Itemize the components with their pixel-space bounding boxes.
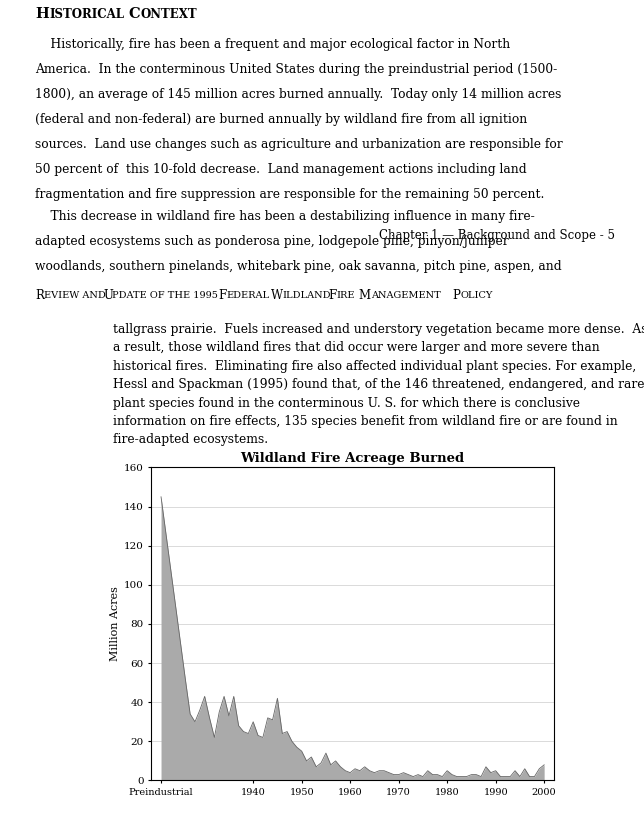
Text: woodlands, southern pinelands, whitebark pine, oak savanna, pitch pine, aspen, a: woodlands, southern pinelands, whitebark… [35,260,562,273]
Text: (federal and non-federal) are burned annually by wildland fire from all ignition: (federal and non-federal) are burned ann… [35,113,527,126]
Text: adapted ecosystems such as ponderosa pine, lodgepole pine, pinyon/juniper: adapted ecosystems such as ponderosa pin… [35,235,509,248]
Text: ILDLAND: ILDLAND [283,290,331,300]
Text: ANAGEMENT: ANAGEMENT [371,290,440,300]
Text: ISTORICAL: ISTORICAL [50,8,124,21]
Text: 50 percent of  this 10-fold decrease.  Land management actions including land: 50 percent of this 10-fold decrease. Lan… [35,163,527,176]
Text: tallgrass prairie.  Fuels increased and understory vegetation became more dense.: tallgrass prairie. Fuels increased and u… [113,323,644,336]
Text: PDATE OF THE 1995: PDATE OF THE 1995 [112,290,218,300]
Text: F: F [328,289,337,302]
Text: H: H [35,7,49,20]
Text: Hessl and Spackman (1995) found that, of the 146 threatened, endangered, and rar: Hessl and Spackman (1995) found that, of… [113,378,644,391]
Text: a result, those wildland fires that did occur were larger and more severe than: a result, those wildland fires that did … [113,341,600,354]
Text: OLICY: OLICY [460,290,493,300]
Text: EVIEW AND: EVIEW AND [44,290,106,300]
Text: R: R [35,289,44,302]
Text: U: U [103,289,113,302]
Text: This decrease in wildland fire has been a destabilizing influence in many fire-: This decrease in wildland fire has been … [35,211,535,224]
Text: EDERAL: EDERAL [227,290,270,300]
Text: 1800), an average of 145 million acres burned annually.  Today only 14 million a: 1800), an average of 145 million acres b… [35,88,562,101]
Text: fire-adapted ecosystems.: fire-adapted ecosystems. [113,433,268,446]
Text: America.  In the conterminous United States during the preindustrial period (150: America. In the conterminous United Stat… [35,63,558,76]
Text: Historically, fire has been a frequent and major ecological factor in North: Historically, fire has been a frequent a… [35,38,511,51]
Text: P: P [452,289,460,302]
Text: information on fire effects, 135 species benefit from wildland fire or are found: information on fire effects, 135 species… [113,415,618,428]
Text: ONTEXT: ONTEXT [140,8,197,21]
Text: IRE: IRE [336,290,355,300]
Y-axis label: Million Acres: Million Acres [109,586,120,662]
Text: sources.  Land use changes such as agriculture and urbanization are responsible : sources. Land use changes such as agricu… [35,137,563,150]
Text: fragmentation and fire suppression are responsible for the remaining 50 percent.: fragmentation and fire suppression are r… [35,188,545,201]
Text: F: F [218,289,227,302]
Text: historical fires.  Eliminating fire also affected individual plant species. For : historical fires. Eliminating fire also … [113,359,636,372]
Text: plant species found in the conterminous U. S. for which there is conclusive: plant species found in the conterminous … [113,397,580,410]
Text: Chapter 1 — Background and Scope - 5: Chapter 1 — Background and Scope - 5 [379,229,615,242]
Text: W: W [271,289,283,302]
Title: Wildland Fire Acreage Burned: Wildland Fire Acreage Burned [240,452,465,465]
Text: C: C [129,7,140,20]
Text: M: M [359,289,371,302]
